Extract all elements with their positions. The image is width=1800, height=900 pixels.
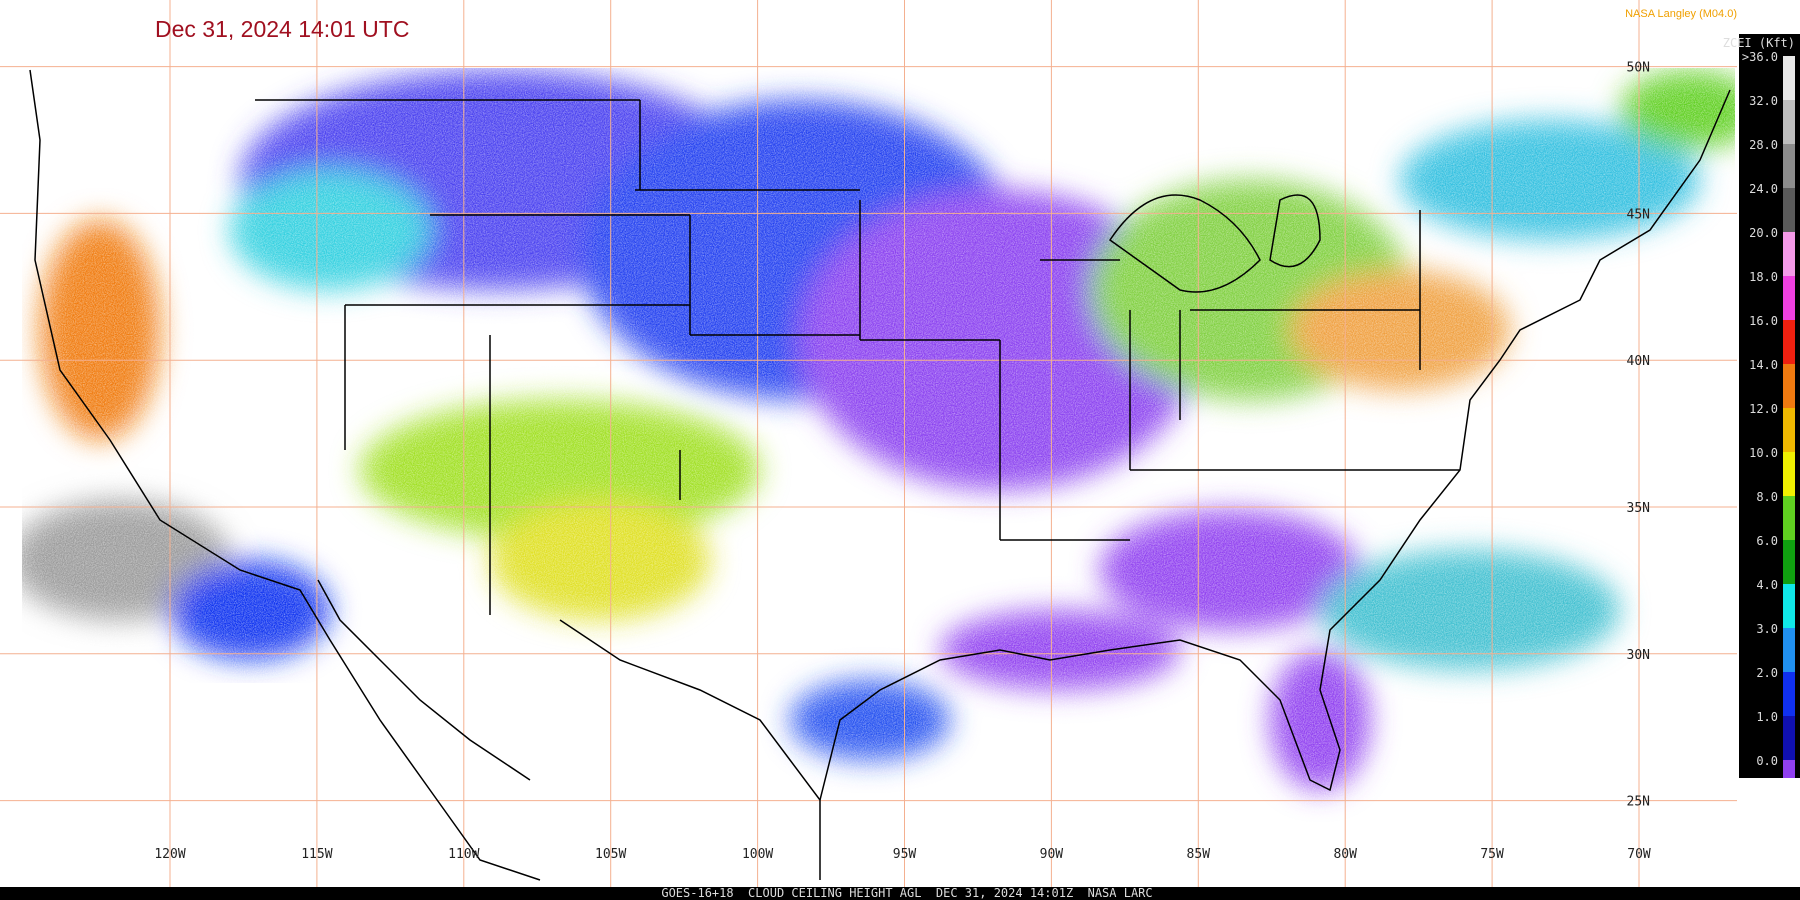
color-legend: ZCEI (Kft) >36.0 32.0 28.0 24.0 20.0 18.0 16.0… xyxy=(1723,34,1800,778)
longitude-label: 95W xyxy=(893,847,917,862)
longitude-label: 100W xyxy=(742,847,773,862)
legend-label: 4.0 xyxy=(1756,578,1778,592)
legend-swatch xyxy=(1783,760,1795,778)
latitude-label: 35N xyxy=(1627,501,1650,516)
legend-label: 14.0 xyxy=(1749,358,1778,372)
legend-swatch xyxy=(1783,672,1795,716)
legend-title: ZCEI (Kft) xyxy=(1723,36,1795,50)
legend-label: 6.0 xyxy=(1756,534,1778,548)
graticule xyxy=(0,0,1737,887)
legend-swatch xyxy=(1783,56,1795,100)
longitude-label: 110W xyxy=(448,847,479,862)
legend-label: 3.0 xyxy=(1756,622,1778,636)
longitude-label: 85W xyxy=(1187,847,1211,862)
graticule-labels: 120W 115W 110W 105W 100W 95W 90W 85W 80W 75W 70W 50… xyxy=(154,61,1651,862)
latitude-label: 25N xyxy=(1627,795,1650,810)
longitude-label: 120W xyxy=(154,847,185,862)
legend-swatch xyxy=(1783,452,1795,496)
legend-label: 12.0 xyxy=(1749,402,1778,416)
longitude-label: 75W xyxy=(1480,847,1504,862)
legend-label: 2.0 xyxy=(1756,666,1778,680)
credit: NASA Langley (M04.0) xyxy=(1625,8,1737,20)
legend-swatch xyxy=(1783,540,1795,584)
legend-swatch xyxy=(1783,100,1795,144)
legend-label: 18.0 xyxy=(1749,270,1778,284)
legend-label: 24.0 xyxy=(1749,182,1778,196)
legend-label: 10.0 xyxy=(1749,446,1778,460)
longitude-label: 105W xyxy=(595,847,626,862)
legend-label: 32.0 xyxy=(1749,94,1778,108)
latitude-label: 30N xyxy=(1627,648,1650,663)
title: Dec 31, 2024 14:01 UTC xyxy=(155,16,409,42)
legend-swatch xyxy=(1783,364,1795,408)
longitude-label: 80W xyxy=(1333,847,1357,862)
latitude-label: 40N xyxy=(1627,354,1650,369)
legend-label: 8.0 xyxy=(1756,490,1778,504)
legend-swatch xyxy=(1783,584,1795,628)
legend-swatch xyxy=(1783,628,1795,672)
legend-label: 0.0 xyxy=(1756,754,1778,768)
legend-swatch xyxy=(1783,496,1795,540)
coastlines xyxy=(29,69,1731,881)
legend-swatch xyxy=(1783,188,1795,232)
legend-label: 28.0 xyxy=(1749,138,1778,152)
legend-label: >36.0 xyxy=(1742,50,1778,64)
longitude-label: 90W xyxy=(1040,847,1064,862)
footer-bar xyxy=(0,887,1800,900)
longitude-label: 115W xyxy=(301,847,332,862)
footer: GOES-16+18 CLOUD CEILING HEIGHT AGL DEC … xyxy=(661,886,1152,900)
legend-label: 20.0 xyxy=(1749,226,1778,240)
legend-label: 1.0 xyxy=(1756,710,1778,724)
cloud-imagery xyxy=(22,68,1735,825)
legend-label: 16.0 xyxy=(1749,314,1778,328)
legend-swatch xyxy=(1783,408,1795,452)
longitude-label: 70W xyxy=(1627,847,1651,862)
legend-swatch xyxy=(1783,232,1795,276)
legend-swatch xyxy=(1783,144,1795,188)
legend-swatch xyxy=(1783,716,1795,760)
legend-swatch xyxy=(1783,276,1795,320)
latitude-label: 50N xyxy=(1627,61,1650,76)
legend-swatch xyxy=(1783,320,1795,364)
latitude-label: 45N xyxy=(1627,207,1650,222)
